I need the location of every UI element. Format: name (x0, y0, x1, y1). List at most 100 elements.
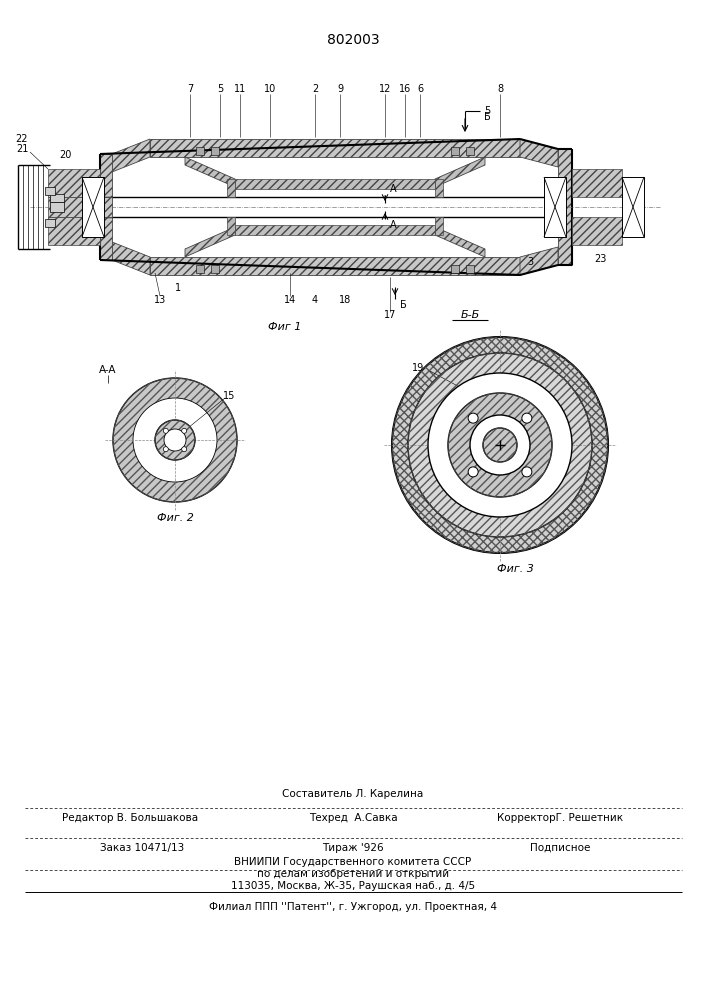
Text: А: А (390, 220, 397, 230)
Bar (235, 179, 435, 189)
Bar (451, 265, 459, 273)
Text: 113035, Москва, Ж-35, Раушская наб., д. 4/5: 113035, Москва, Ж-35, Раушская наб., д. … (231, 881, 475, 891)
Circle shape (522, 467, 532, 477)
Circle shape (113, 378, 237, 502)
Circle shape (392, 337, 608, 553)
Text: 12: 12 (379, 84, 391, 94)
Circle shape (182, 428, 187, 433)
Bar (435, 179, 443, 197)
Bar (466, 147, 474, 155)
Text: 802003: 802003 (327, 33, 380, 47)
Bar (227, 217, 235, 235)
Text: 9: 9 (337, 84, 343, 94)
Polygon shape (112, 139, 150, 172)
Bar (48, 217, 100, 245)
Bar (572, 169, 622, 197)
Text: 20: 20 (59, 150, 71, 160)
Circle shape (164, 429, 186, 451)
Text: 6: 6 (417, 84, 423, 94)
Polygon shape (185, 157, 235, 187)
Bar (211, 265, 219, 273)
Text: Составитель Л. Карелина: Составитель Л. Карелина (282, 789, 423, 799)
Text: 4: 4 (312, 295, 318, 305)
Text: Б: Б (484, 112, 491, 122)
Text: Филиал ППП ''Патент'', г. Ужгород, ул. Проектная, 4: Филиал ППП ''Патент'', г. Ужгород, ул. П… (209, 902, 497, 912)
Text: Заказ 10471/13: Заказ 10471/13 (100, 843, 185, 853)
Text: А: А (390, 184, 397, 194)
Text: 17: 17 (384, 310, 396, 320)
Text: 14: 14 (284, 295, 296, 305)
Circle shape (408, 353, 592, 537)
Text: 19: 19 (412, 363, 424, 373)
Text: 5: 5 (484, 106, 490, 116)
Bar (435, 217, 443, 235)
Text: 1: 1 (175, 283, 181, 293)
Circle shape (483, 428, 517, 462)
Text: 16: 16 (399, 84, 411, 94)
Text: 7: 7 (187, 84, 193, 94)
Bar (227, 179, 235, 197)
Circle shape (522, 413, 532, 423)
Bar (196, 147, 204, 155)
Bar (466, 265, 474, 273)
Polygon shape (520, 139, 558, 167)
Bar (100, 154, 112, 260)
Text: 2: 2 (312, 84, 318, 94)
Circle shape (163, 428, 168, 433)
Circle shape (428, 373, 572, 517)
Text: 8: 8 (497, 84, 503, 94)
Bar (211, 147, 219, 155)
Bar (196, 265, 204, 273)
Text: 3: 3 (527, 257, 533, 267)
Text: по делам изобретений и открытий: по делам изобретений и открытий (257, 869, 449, 879)
Text: Фиг 1: Фиг 1 (269, 322, 302, 332)
Text: 18: 18 (339, 295, 351, 305)
Bar (150, 257, 520, 275)
Bar (622, 177, 644, 237)
Text: 22: 22 (16, 134, 28, 144)
Text: Б-Б: Б-Б (460, 310, 479, 320)
Bar (82, 177, 104, 237)
Circle shape (470, 415, 530, 475)
Text: 23: 23 (594, 254, 606, 264)
Bar (45, 219, 55, 227)
Circle shape (468, 413, 478, 423)
Circle shape (468, 467, 478, 477)
Bar (572, 217, 622, 245)
Text: Редактор В. Большакова: Редактор В. Большакова (62, 813, 198, 823)
Text: A-A: A-A (99, 365, 117, 375)
Text: Техред  А.Савка: Техред А.Савка (309, 813, 397, 823)
Polygon shape (185, 227, 235, 257)
Polygon shape (112, 242, 150, 275)
Text: Фиг. 2: Фиг. 2 (156, 513, 194, 523)
Text: 11: 11 (234, 84, 246, 94)
Bar (45, 187, 55, 195)
Circle shape (163, 447, 168, 452)
Text: Подписное: Подписное (530, 843, 590, 853)
Text: 15: 15 (223, 391, 235, 401)
Polygon shape (435, 157, 485, 187)
Circle shape (155, 420, 195, 460)
Bar (48, 169, 100, 197)
Bar (235, 225, 435, 235)
Text: КорректорГ. Решетник: КорректорГ. Решетник (497, 813, 623, 823)
Text: ВНИИПИ Государственного комитета СССР: ВНИИПИ Государственного комитета СССР (235, 857, 472, 867)
Bar (150, 139, 520, 157)
Bar (50, 194, 64, 202)
Polygon shape (520, 247, 558, 275)
Text: Фиг. 3: Фиг. 3 (496, 564, 534, 574)
Text: 10: 10 (264, 84, 276, 94)
Circle shape (133, 398, 217, 482)
Bar (544, 177, 566, 237)
Polygon shape (435, 227, 485, 257)
Text: 5: 5 (217, 84, 223, 94)
Bar (50, 202, 64, 212)
Text: Тираж '926: Тираж '926 (322, 843, 384, 853)
Text: 21: 21 (16, 144, 28, 154)
Bar (451, 147, 459, 155)
Circle shape (448, 393, 552, 497)
Text: 13: 13 (154, 295, 166, 305)
Bar (48, 197, 112, 217)
Circle shape (182, 447, 187, 452)
Text: Б: Б (399, 300, 407, 310)
